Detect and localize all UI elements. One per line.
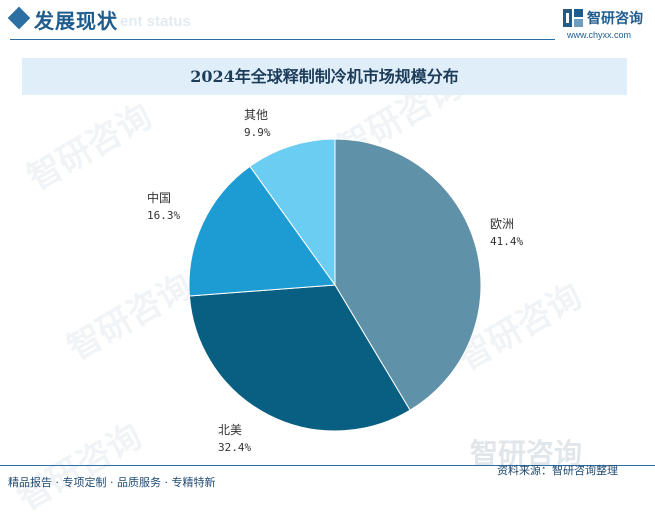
pie-slice-2 bbox=[188, 165, 336, 297]
pie-chart: 欧洲 41.4% 北美 32.4% 中国 16.3% 其他 9.9% bbox=[147, 108, 523, 454]
brand-url[interactable]: www.chyxx.com bbox=[567, 30, 632, 40]
slice-value: 16.3% bbox=[147, 209, 180, 222]
pie-slice-1 bbox=[188, 284, 411, 432]
section-title: 发展现状 bbox=[34, 9, 118, 33]
footer-watermark: 智研咨询 bbox=[470, 437, 583, 470]
chart-title: 2024年全球释制制冷机市场规模分布 bbox=[190, 67, 459, 86]
brand-logo-icon bbox=[563, 9, 583, 27]
chart-title-band: 2024年全球释制制冷机市场规模分布 bbox=[22, 58, 627, 95]
brand: 智研咨询 www.chyxx.com bbox=[563, 6, 655, 42]
section-subtitle: ent status bbox=[120, 13, 191, 30]
footer-services: 精品报告 · 专项定制 · 品质服务 · 专精特新 bbox=[8, 476, 216, 489]
slice-label: 中国 bbox=[147, 190, 171, 205]
slice-value: 9.9% bbox=[244, 126, 271, 139]
header: ent status 发展现状 智研咨询 www.chyxx.com bbox=[0, 0, 655, 44]
pie-slice-0 bbox=[334, 138, 482, 411]
brand-name: 智研咨询 bbox=[587, 11, 643, 27]
footer-source: 资料来源：智研咨询整理 bbox=[497, 464, 618, 477]
slice-value: 32.4% bbox=[218, 441, 251, 454]
header-divider bbox=[10, 39, 555, 40]
slice-label: 北美 bbox=[218, 423, 242, 437]
slice-value: 41.4% bbox=[490, 235, 523, 248]
slice-label: 欧洲 bbox=[490, 217, 514, 231]
pie-slice-3 bbox=[249, 138, 336, 287]
footer-divider bbox=[0, 465, 655, 466]
slice-label: 其他 bbox=[244, 108, 268, 122]
